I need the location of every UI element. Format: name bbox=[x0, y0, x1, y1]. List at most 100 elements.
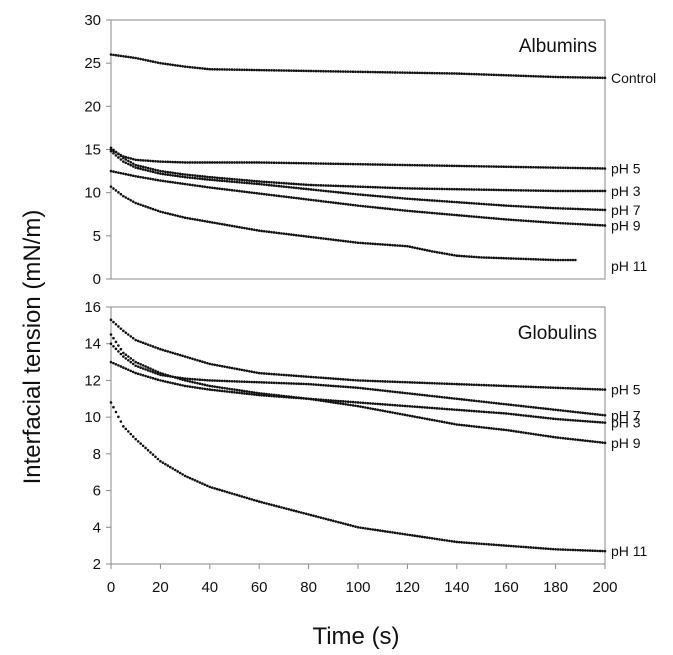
data-point bbox=[151, 177, 155, 181]
data-point bbox=[126, 358, 130, 362]
data-point bbox=[245, 496, 249, 500]
data-point bbox=[522, 189, 525, 192]
data-point bbox=[546, 547, 550, 551]
data-point bbox=[324, 162, 328, 165]
data-point bbox=[359, 386, 362, 390]
data-point bbox=[297, 182, 301, 186]
data-point bbox=[544, 407, 548, 411]
data-point bbox=[208, 362, 212, 366]
data-point bbox=[272, 231, 276, 234]
data-point bbox=[122, 160, 125, 163]
data-point bbox=[233, 367, 236, 370]
data-point bbox=[487, 401, 491, 404]
data-point bbox=[411, 71, 414, 75]
data-point bbox=[502, 428, 506, 432]
data-point bbox=[366, 401, 370, 405]
data-point bbox=[539, 166, 543, 169]
data-point bbox=[285, 507, 288, 510]
data-point bbox=[509, 544, 513, 548]
data-point bbox=[487, 383, 491, 387]
data-point bbox=[196, 386, 199, 390]
data-point bbox=[566, 418, 570, 422]
data-point bbox=[344, 400, 347, 403]
data-point bbox=[215, 176, 219, 180]
data-point bbox=[203, 185, 207, 189]
data-point bbox=[532, 189, 535, 192]
data-point bbox=[156, 169, 160, 172]
data-point bbox=[198, 218, 202, 222]
data-point bbox=[388, 403, 392, 407]
data-point bbox=[512, 188, 515, 192]
data-point bbox=[492, 73, 496, 77]
data-point bbox=[593, 549, 597, 553]
data-point bbox=[255, 68, 259, 72]
data-point bbox=[403, 186, 407, 190]
data-point bbox=[490, 216, 493, 220]
data-point bbox=[425, 249, 429, 252]
data-point bbox=[411, 392, 414, 396]
data-point bbox=[388, 186, 392, 190]
data-point bbox=[598, 388, 602, 391]
data-point bbox=[480, 542, 483, 546]
data-point bbox=[423, 71, 426, 75]
data-point bbox=[341, 400, 345, 403]
data-point bbox=[225, 161, 229, 164]
data-point bbox=[146, 375, 150, 379]
data-point bbox=[262, 372, 266, 375]
data-point bbox=[198, 386, 202, 390]
data-point bbox=[482, 400, 486, 404]
data-point bbox=[532, 415, 535, 418]
data-point bbox=[579, 207, 582, 211]
data-point bbox=[470, 409, 473, 413]
data-point bbox=[349, 185, 352, 188]
data-point bbox=[334, 238, 338, 242]
data-point bbox=[378, 206, 382, 210]
data-point bbox=[401, 404, 404, 408]
data-point bbox=[181, 215, 184, 219]
data-point bbox=[411, 534, 414, 537]
data-point bbox=[376, 242, 380, 246]
data-point bbox=[566, 166, 570, 170]
data-point bbox=[371, 185, 375, 189]
data-point bbox=[497, 543, 501, 547]
data-point bbox=[280, 185, 283, 188]
data-point bbox=[418, 71, 422, 75]
data-point bbox=[532, 546, 535, 549]
data-point bbox=[574, 258, 577, 262]
data-point bbox=[438, 251, 441, 254]
data-point bbox=[455, 540, 459, 544]
data-point bbox=[322, 383, 325, 387]
data-point bbox=[341, 70, 345, 73]
data-point bbox=[532, 165, 535, 169]
data-point bbox=[376, 528, 380, 532]
data-point bbox=[149, 169, 152, 173]
data-point bbox=[245, 392, 249, 396]
data-point bbox=[114, 170, 118, 174]
data-point bbox=[191, 377, 194, 381]
data-point bbox=[475, 202, 478, 205]
data-point bbox=[423, 381, 426, 385]
data-point bbox=[512, 165, 515, 169]
data-point bbox=[166, 160, 170, 164]
data-point bbox=[438, 382, 441, 385]
data-point bbox=[561, 418, 565, 421]
data-point bbox=[455, 72, 459, 75]
data-point bbox=[262, 501, 266, 505]
data-point bbox=[598, 223, 602, 227]
data-point bbox=[245, 161, 249, 164]
data-point bbox=[166, 212, 170, 215]
data-point bbox=[566, 189, 570, 193]
data-point bbox=[581, 223, 585, 226]
series-label: Control bbox=[611, 70, 656, 86]
data-point bbox=[371, 379, 375, 383]
data-point bbox=[574, 419, 577, 422]
data-point bbox=[443, 200, 446, 203]
data-point bbox=[233, 225, 236, 228]
data-point bbox=[235, 391, 239, 394]
data-point bbox=[393, 411, 397, 415]
data-point bbox=[154, 60, 157, 64]
data-point bbox=[245, 390, 249, 393]
data-point bbox=[290, 186, 293, 189]
data-point bbox=[361, 185, 365, 189]
data-point bbox=[551, 189, 555, 193]
